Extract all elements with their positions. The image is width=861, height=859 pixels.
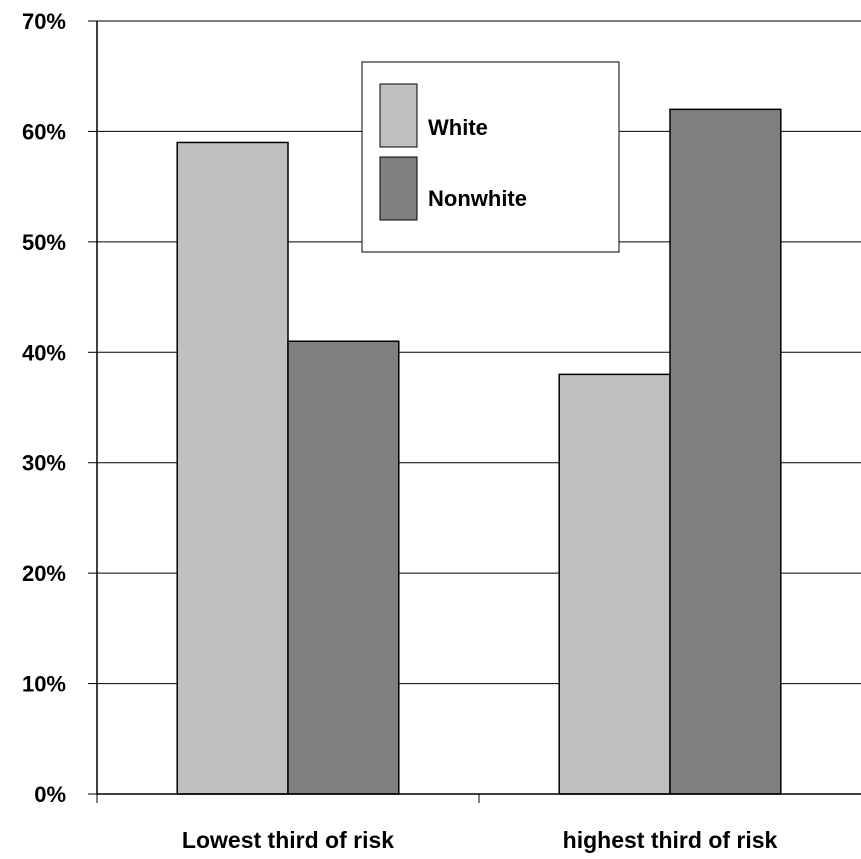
x-categories: Lowest third of risk highest third of ris…	[96, 794, 778, 853]
x-category-label: highest third of risk	[563, 827, 778, 853]
legend-swatch-white	[379, 83, 418, 148]
y-tick-label: 20%	[22, 561, 66, 586]
y-tick-label: 60%	[22, 119, 66, 144]
bars	[176, 108, 782, 795]
legend-label-white: White	[428, 115, 488, 140]
bar-white-1	[558, 373, 671, 795]
y-tick-label: 40%	[22, 340, 66, 365]
bar-nonwhite-1	[669, 108, 782, 795]
bar-white-0	[176, 141, 289, 795]
legend-swatch-nonwhite	[379, 156, 418, 221]
y-ticks: 0% 10% 20% 30% 40% 50% 60% 70%	[22, 9, 97, 807]
legend-label-nonwhite: Nonwhite	[428, 186, 527, 211]
legend: White Nonwhite	[361, 61, 620, 253]
y-tick-label: 50%	[22, 230, 66, 255]
y-tick-label: 70%	[22, 9, 66, 34]
bar-nonwhite-0	[287, 340, 400, 795]
y-tick-label: 0%	[34, 782, 66, 807]
y-tick-label: 10%	[22, 672, 66, 697]
x-category-label: Lowest third of risk	[182, 827, 394, 853]
y-tick-label: 30%	[22, 451, 66, 476]
